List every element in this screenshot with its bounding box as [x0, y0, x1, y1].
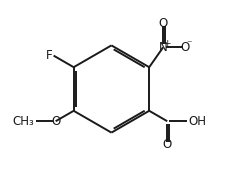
Text: O: O [158, 17, 167, 30]
Text: O: O [180, 41, 189, 54]
Text: O: O [51, 115, 60, 128]
Text: ⁻: ⁻ [186, 39, 191, 49]
Text: N: N [158, 41, 167, 54]
Text: CH₃: CH₃ [12, 115, 34, 128]
Text: F: F [46, 49, 52, 62]
Text: +: + [163, 39, 170, 48]
Text: O: O [162, 138, 171, 151]
Text: OH: OH [188, 115, 206, 128]
